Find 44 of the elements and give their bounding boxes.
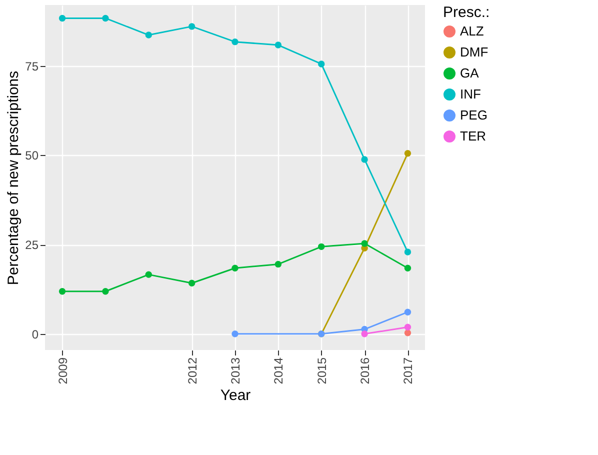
x-tick-label: 2014 <box>272 357 286 384</box>
point <box>361 330 368 338</box>
x-tick-label: 2015 <box>314 357 329 384</box>
y-tick-label: 25 <box>25 238 39 252</box>
legend-label: GA <box>460 66 480 80</box>
y-tick-label: 0 <box>32 327 39 342</box>
x-axis-title: Year <box>220 387 251 404</box>
point <box>361 240 368 247</box>
point <box>404 329 412 336</box>
point <box>232 38 238 46</box>
legend-label: INF <box>460 86 481 102</box>
x-tick-label: 2017 <box>401 357 416 384</box>
point <box>145 32 152 38</box>
point <box>58 14 66 22</box>
x-tick-label: 2012 <box>185 357 200 384</box>
point <box>404 150 412 157</box>
point <box>188 23 196 30</box>
point <box>318 60 325 68</box>
x-tick-label: 2016 <box>358 357 372 384</box>
legend-label: ALZ <box>460 24 484 38</box>
legend-title: Presc.: <box>443 4 490 21</box>
point <box>404 324 412 330</box>
y-axis-title: Percentage of new prescriptions <box>5 70 22 286</box>
point <box>102 288 109 295</box>
point <box>274 42 282 48</box>
point <box>318 243 325 250</box>
y-tick-label: 75 <box>25 59 39 74</box>
point <box>232 330 238 338</box>
legend-label: TER <box>460 128 486 144</box>
point <box>58 288 66 295</box>
point <box>404 264 412 272</box>
point <box>232 264 238 272</box>
legend-label: DMF <box>460 44 488 60</box>
point <box>404 308 412 316</box>
x-tick-label: 2009 <box>56 357 70 384</box>
point <box>102 14 109 22</box>
legend-label: PEG <box>460 108 488 122</box>
point <box>188 280 196 286</box>
point <box>404 248 412 256</box>
x-tick-label: 2013 <box>228 357 242 384</box>
point <box>274 260 282 268</box>
y-tick-label: 50 <box>25 148 39 163</box>
point <box>145 271 152 278</box>
point <box>361 156 368 163</box>
